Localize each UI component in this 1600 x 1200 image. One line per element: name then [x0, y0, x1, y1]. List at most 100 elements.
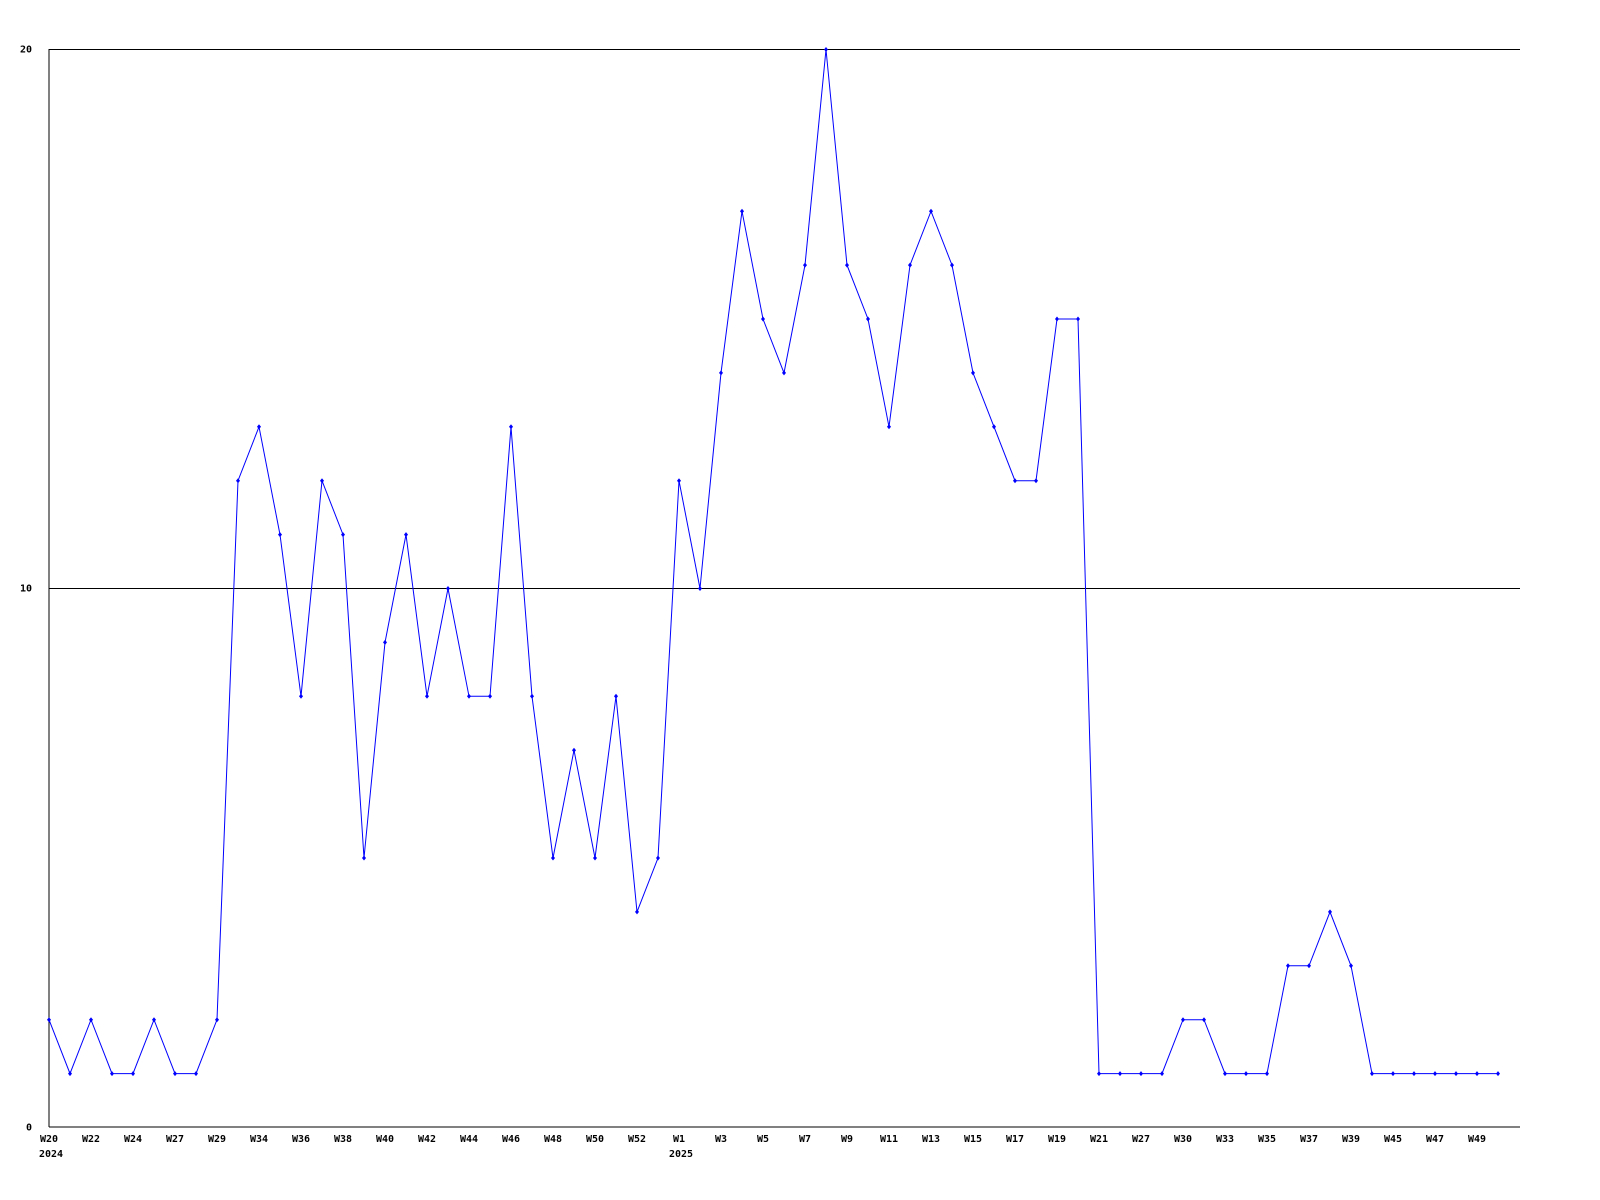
x-tick-label: W22	[82, 1134, 100, 1145]
data-point	[1433, 1071, 1437, 1077]
x-tick-label: W3	[715, 1134, 727, 1145]
x-tick-label: W19	[1048, 1134, 1066, 1145]
data-point	[1370, 1071, 1374, 1077]
x-tick-label: W30	[1174, 1134, 1192, 1145]
data-point	[593, 855, 597, 861]
data-point	[194, 1071, 198, 1077]
data-point	[698, 586, 702, 591]
data-point	[1118, 1071, 1122, 1077]
x-tick-label: W46	[502, 1134, 520, 1145]
series-line	[47, 47, 1500, 1077]
data-point	[131, 1071, 135, 1077]
x-tick-label: W15	[964, 1134, 982, 1145]
x-tick-label: W17	[1006, 1134, 1024, 1145]
x-tick-label: W38	[334, 1134, 352, 1145]
x-tick-label: W36	[292, 1134, 310, 1145]
year-label: 2024	[39, 1149, 63, 1160]
x-tick-label: W5	[757, 1134, 769, 1145]
data-point	[677, 478, 681, 484]
data-point	[257, 424, 261, 430]
data-point	[719, 370, 723, 376]
data-point	[1181, 1017, 1185, 1023]
data-point	[656, 855, 660, 861]
data-point	[1454, 1071, 1458, 1077]
y-tick-label: 10	[20, 584, 32, 595]
data-point	[446, 586, 450, 591]
x-tick-label: W33	[1216, 1134, 1234, 1145]
data-point	[1223, 1071, 1227, 1077]
x-tick-label: W27	[1132, 1134, 1150, 1145]
data-point	[488, 693, 492, 699]
x-tick-label: W1	[673, 1134, 685, 1145]
data-point	[509, 424, 513, 430]
data-point	[782, 370, 786, 376]
x-tick-label: W20	[40, 1134, 58, 1145]
data-point	[551, 855, 555, 861]
x-tick-label: W50	[586, 1134, 604, 1145]
data-point	[425, 693, 429, 699]
data-point	[1496, 1071, 1500, 1077]
x-tick-label: W9	[841, 1134, 853, 1145]
data-point	[362, 855, 366, 861]
data-point	[1328, 909, 1332, 915]
series-polyline	[48, 49, 1498, 1075]
data-point	[971, 370, 975, 376]
grid-lines	[48, 49, 1520, 1128]
data-point	[1244, 1071, 1248, 1077]
data-point	[845, 262, 849, 268]
data-point	[992, 424, 996, 430]
data-point	[89, 1017, 93, 1023]
data-point	[152, 1017, 156, 1023]
data-point	[887, 424, 891, 430]
data-point	[572, 747, 576, 753]
data-point	[803, 262, 807, 268]
data-point	[383, 639, 387, 645]
x-axis-ticks: W20 W22 W24 W27 W29 W34 W36 W38 W40 W42 W44 W46 W48 W…	[39, 1134, 1486, 1160]
x-tick-label: W7	[799, 1134, 811, 1145]
data-point	[47, 1017, 51, 1023]
y-tick-label: 0	[26, 1123, 32, 1134]
data-point	[635, 909, 639, 915]
data-point	[1160, 1071, 1164, 1077]
x-tick-label: W52	[628, 1134, 646, 1145]
data-point	[1034, 478, 1038, 484]
x-tick-label: W21	[1090, 1134, 1108, 1145]
x-tick-label: W48	[544, 1134, 562, 1145]
data-point	[299, 693, 303, 699]
x-tick-label: W13	[922, 1134, 940, 1145]
data-point	[1055, 316, 1059, 322]
data-point	[761, 316, 765, 322]
data-point	[1475, 1071, 1479, 1077]
data-point	[467, 693, 471, 699]
data-point	[215, 1017, 219, 1023]
x-tick-label: W45	[1384, 1134, 1402, 1145]
data-point	[908, 262, 912, 268]
data-point	[173, 1071, 177, 1077]
data-point	[236, 478, 240, 484]
data-point	[1349, 963, 1353, 969]
data-point	[1139, 1071, 1143, 1077]
data-point	[950, 262, 954, 268]
x-tick-label: W49	[1468, 1134, 1486, 1145]
x-tick-label: W37	[1300, 1134, 1318, 1145]
data-point	[341, 532, 345, 538]
y-tick-label: 20	[20, 45, 32, 56]
x-tick-label: W40	[376, 1134, 394, 1145]
x-tick-label: W39	[1342, 1134, 1360, 1145]
data-point	[1076, 316, 1080, 322]
data-point	[929, 208, 933, 214]
data-point	[320, 478, 324, 484]
data-point	[740, 208, 744, 214]
x-tick-label: W35	[1258, 1134, 1276, 1145]
data-point	[1097, 1071, 1101, 1077]
x-tick-label: W34	[250, 1134, 268, 1145]
data-point	[1391, 1071, 1395, 1077]
data-point	[1307, 963, 1311, 969]
data-point	[866, 316, 870, 322]
data-point	[1013, 478, 1017, 484]
data-point	[1286, 963, 1290, 969]
data-point	[530, 693, 534, 699]
year-label: 2025	[669, 1149, 693, 1160]
data-point	[110, 1071, 114, 1077]
